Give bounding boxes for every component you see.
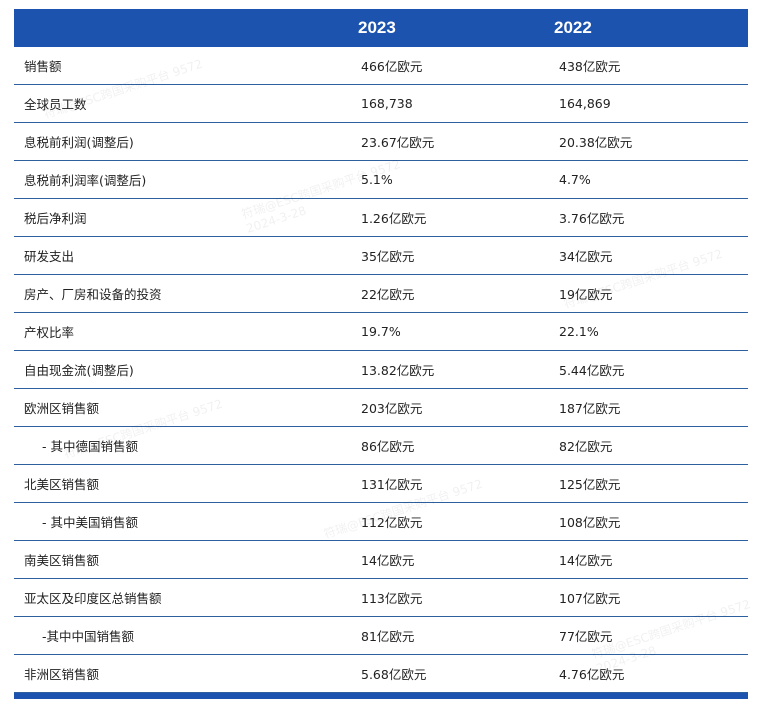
row-label: - 其中德国销售额 [42,439,138,454]
row-value-2022: 438亿欧元 [559,59,621,74]
row-value-2023: 168,738 [361,96,413,111]
table-row: 南美区销售额 14亿欧元 14亿欧元 [14,541,748,579]
table-row: 房产、厂房和设备的投资 22亿欧元 19亿欧元 [14,275,748,313]
table-row: 自由现金流(调整后) 13.82亿欧元 5.44亿欧元 [14,351,748,389]
row-value-2022: 82亿欧元 [559,439,613,454]
row-value-2023: 203亿欧元 [361,401,423,416]
row-label: - 其中美国销售额 [42,515,138,530]
row-value-2023: 81亿欧元 [361,629,415,644]
row-value-2022: 77亿欧元 [559,629,613,644]
row-value-2022: 20.38亿欧元 [559,135,633,150]
table-row: 非洲区销售额 5.68亿欧元 4.76亿欧元 [14,655,748,693]
row-value-2022: 4.76亿欧元 [559,667,625,682]
row-label: 息税前利润率(调整后) [24,173,147,188]
row-label: 税后净利润 [24,211,87,226]
row-label: 研发支出 [24,249,75,264]
table-row: 息税前利润率(调整后) 5.1% 4.7% [14,161,748,199]
row-value-2023: 1.26亿欧元 [361,211,427,226]
row-value-2022: 14亿欧元 [559,553,613,568]
table-row: 销售额 466亿欧元 438亿欧元 [14,47,748,85]
row-label: 南美区销售额 [24,553,100,568]
row-label: 房产、厂房和设备的投资 [24,287,162,302]
row-label: 北美区销售额 [24,477,100,492]
row-value-2022: 19亿欧元 [559,287,613,302]
table-row: 息税前利润(调整后) 23.67亿欧元 20.38亿欧元 [14,123,748,161]
row-value-2022: 164,869 [559,96,611,111]
row-value-2023: 13.82亿欧元 [361,363,435,378]
row-value-2022: 125亿欧元 [559,477,621,492]
header-year-2023: 2023 [358,18,396,37]
table-header: 2023 2022 [14,9,748,47]
row-value-2023: 23.67亿欧元 [361,135,435,150]
financial-table: 2023 2022 销售额 466亿欧元 438亿欧元 全球员工数 168,73… [14,9,748,699]
row-label: 产权比率 [24,325,75,340]
row-label: 非洲区销售额 [24,667,100,682]
row-label: 全球员工数 [24,97,87,112]
table-row: 产权比率 19.7% 22.1% [14,313,748,351]
row-value-2023: 5.68亿欧元 [361,667,427,682]
row-label: 自由现金流(调整后) [24,363,134,378]
table-footer-bar [14,693,748,699]
row-value-2023: 466亿欧元 [361,59,423,74]
table-row: - 其中美国销售额 112亿欧元 108亿欧元 [14,503,748,541]
row-value-2022: 107亿欧元 [559,591,621,606]
table-row: 研发支出 35亿欧元 34亿欧元 [14,237,748,275]
table-row: - 其中德国销售额 86亿欧元 82亿欧元 [14,427,748,465]
row-value-2023: 5.1% [361,172,393,187]
row-label: 亚太区及印度区总销售额 [24,591,162,606]
table-row: 税后净利润 1.26亿欧元 3.76亿欧元 [14,199,748,237]
row-value-2023: 22亿欧元 [361,287,415,302]
row-value-2022: 108亿欧元 [559,515,621,530]
table-row: -其中中国销售额 81亿欧元 77亿欧元 [14,617,748,655]
header-year-2022: 2022 [554,18,592,37]
table-row: 欧洲区销售额 203亿欧元 187亿欧元 [14,389,748,427]
table-row: 北美区销售额 131亿欧元 125亿欧元 [14,465,748,503]
row-label: 销售额 [24,59,62,74]
row-label: 欧洲区销售额 [24,401,100,416]
row-value-2023: 19.7% [361,324,401,339]
row-label: 息税前利润(调整后) [24,135,134,150]
row-value-2023: 112亿欧元 [361,515,423,530]
table-row: 亚太区及印度区总销售额 113亿欧元 107亿欧元 [14,579,748,617]
row-value-2023: 113亿欧元 [361,591,423,606]
row-value-2023: 35亿欧元 [361,249,415,264]
row-value-2022: 34亿欧元 [559,249,613,264]
row-label: -其中中国销售额 [42,629,135,644]
table-row: 全球员工数 168,738 164,869 [14,85,748,123]
row-value-2022: 4.7% [559,172,591,187]
row-value-2022: 5.44亿欧元 [559,363,625,378]
row-value-2023: 86亿欧元 [361,439,415,454]
row-value-2022: 3.76亿欧元 [559,211,625,226]
row-value-2023: 14亿欧元 [361,553,415,568]
row-value-2022: 187亿欧元 [559,401,621,416]
row-value-2022: 22.1% [559,324,599,339]
row-value-2023: 131亿欧元 [361,477,423,492]
